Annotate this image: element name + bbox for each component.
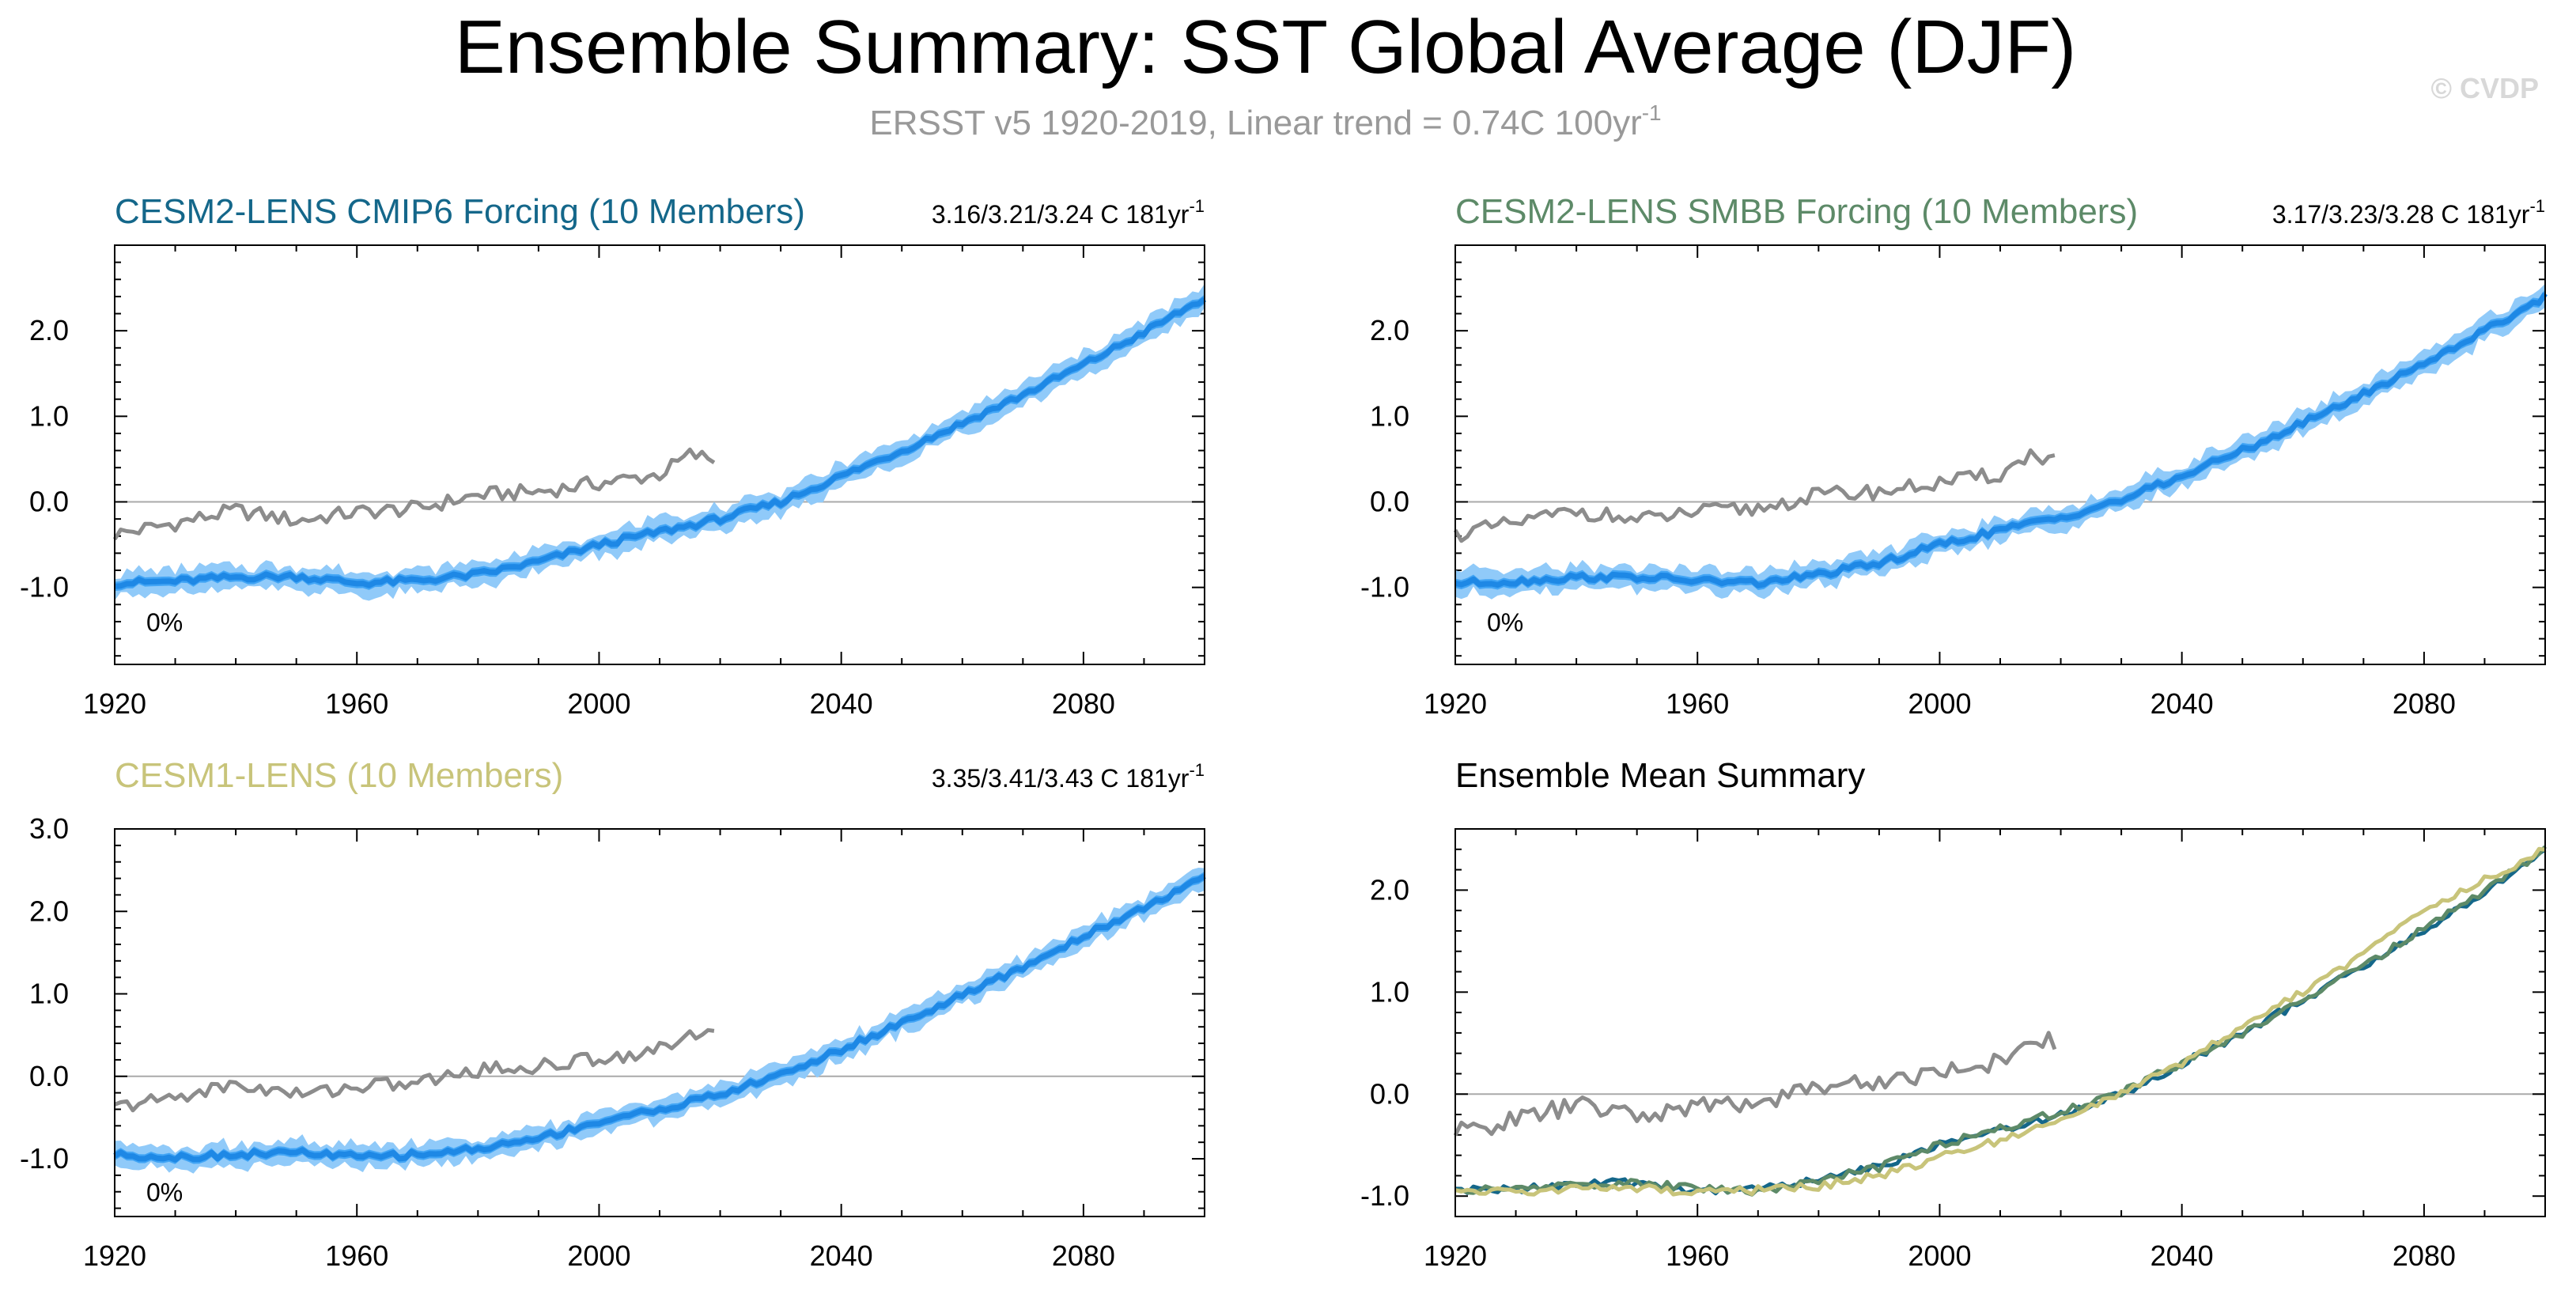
y-tick-label: 2.0 bbox=[29, 314, 69, 346]
y-tick-label: 0.0 bbox=[1370, 485, 1409, 517]
figure-subtitle-sup: -1 bbox=[1642, 100, 1662, 125]
percent-label: 0% bbox=[146, 1179, 183, 1207]
x-tick-label: 2000 bbox=[1908, 1239, 1971, 1272]
panel-title: CESM1-LENS (10 Members) bbox=[115, 756, 563, 795]
x-tick-label: 2040 bbox=[2150, 687, 2214, 720]
x-tick-label: 2000 bbox=[567, 687, 630, 720]
x-tick-label: 1920 bbox=[83, 687, 146, 720]
x-tick-label: 2040 bbox=[810, 1239, 873, 1272]
figure-title: Ensemble Summary: SST Global Average (DJ… bbox=[455, 5, 2077, 89]
y-tick-label: 0.0 bbox=[29, 485, 69, 517]
panel-trend-text: 3.17/3.23/3.28 C 181yr-1 bbox=[2272, 196, 2545, 229]
panel-title: CESM2-LENS SMBB Forcing (10 Members) bbox=[1455, 192, 2138, 231]
x-tick-label: 2000 bbox=[1908, 687, 1971, 720]
x-tick-label: 2080 bbox=[2393, 687, 2456, 720]
ensemble-range-band bbox=[115, 283, 1205, 601]
panel-trend-value: 3.16/3.21/3.24 C 181yr bbox=[932, 200, 1190, 229]
y-tick-label: 0.0 bbox=[29, 1060, 69, 1092]
x-tick-label: 1960 bbox=[325, 687, 388, 720]
x-tick-label: 1920 bbox=[83, 1239, 146, 1272]
series-line-observations bbox=[114, 1027, 715, 1113]
plot-frame bbox=[1454, 244, 2546, 665]
figure-subtitle-text: ERSST v5 1920-2019, Linear trend = 0.74C… bbox=[869, 104, 1641, 142]
figure-subtitle: ERSST v5 1920-2019, Linear trend = 0.74C… bbox=[869, 100, 1661, 142]
percent-label: 0% bbox=[146, 608, 183, 637]
y-tick-label: 1.0 bbox=[1370, 399, 1409, 432]
ensemble-range-band bbox=[1455, 283, 2545, 600]
x-tick-label: 2040 bbox=[2150, 1239, 2214, 1272]
chart-panel-4: Ensemble Mean Summary 1920 1960 2000 2040 208… bbox=[1360, 756, 2547, 1272]
y-tick-label: 2.0 bbox=[1370, 314, 1409, 346]
y-tick-label: 2.0 bbox=[1370, 873, 1409, 906]
percent-label: 0% bbox=[1487, 608, 1523, 637]
plot-frame bbox=[1454, 828, 2546, 1217]
panels-group: CESM2-LENS CMIP6 Forcing (10 Members) 3.1… bbox=[20, 192, 2548, 1272]
chart-panel-2: CESM2-LENS SMBB Forcing (10 Members) 3.17… bbox=[1360, 192, 2548, 720]
ensemble-range-band bbox=[115, 867, 1205, 1174]
x-tick-label: 2040 bbox=[810, 687, 873, 720]
x-tick-label: 2000 bbox=[567, 1239, 630, 1272]
plot-frame bbox=[114, 828, 1205, 1217]
x-tick-label: 1960 bbox=[1666, 687, 1729, 720]
series-line-ensemble-mean bbox=[114, 297, 1207, 589]
x-tick-label: 1960 bbox=[325, 1239, 388, 1272]
y-tick-label: 3.0 bbox=[29, 812, 69, 845]
panel-trend-value: 3.17/3.23/3.28 C 181yr bbox=[2272, 200, 2530, 229]
x-tick-label: 2080 bbox=[2393, 1239, 2456, 1272]
x-tick-label: 1960 bbox=[1666, 1239, 1729, 1272]
y-tick-label: 1.0 bbox=[1370, 975, 1409, 1008]
y-tick-label: 1.0 bbox=[29, 399, 69, 432]
panel-title: CESM2-LENS CMIP6 Forcing (10 Members) bbox=[115, 192, 805, 231]
y-tick-label: -1.0 bbox=[20, 571, 69, 604]
panel-trend-sup: -1 bbox=[1189, 196, 1205, 216]
x-tick-label: 2080 bbox=[1052, 1239, 1115, 1272]
panel-trend-value: 3.35/3.41/3.43 C 181yr bbox=[932, 764, 1190, 793]
series-line-observations bbox=[1453, 448, 2056, 543]
ensemble-iqr-band bbox=[115, 294, 1205, 592]
chart-panel-1: CESM2-LENS CMIP6 Forcing (10 Members) 3.1… bbox=[20, 192, 1207, 720]
series-line-cesm2-smbb bbox=[1454, 845, 2547, 1197]
panel-title: Ensemble Mean Summary bbox=[1455, 756, 1865, 795]
series-line-ensemble-mean bbox=[113, 873, 1206, 1163]
x-tick-label: 2080 bbox=[1052, 687, 1115, 720]
ensemble-iqr-band bbox=[115, 871, 1205, 1164]
ensemble-iqr-band bbox=[1455, 289, 2545, 591]
series-line-ensemble-mean bbox=[1454, 292, 2548, 588]
series-line-observations bbox=[112, 447, 716, 541]
panel-trend-sup: -1 bbox=[2529, 196, 2545, 216]
y-tick-label: -1.0 bbox=[1360, 1179, 1409, 1212]
plot-frame bbox=[114, 244, 1205, 665]
y-tick-label: -1.0 bbox=[1360, 571, 1409, 604]
series-line-cesm1 bbox=[1454, 846, 2546, 1197]
panel-trend-text: 3.16/3.21/3.24 C 181yr-1 bbox=[932, 196, 1205, 229]
panel-trend-text: 3.35/3.41/3.43 C 181yr-1 bbox=[932, 760, 1205, 793]
y-tick-label: 0.0 bbox=[1370, 1077, 1409, 1110]
x-tick-label: 1920 bbox=[1424, 1239, 1487, 1272]
y-tick-label: -1.0 bbox=[20, 1142, 69, 1175]
panel-trend-sup: -1 bbox=[1189, 760, 1205, 780]
y-tick-label: 2.0 bbox=[29, 895, 69, 927]
series-line-observations bbox=[1453, 1031, 2057, 1137]
chart-panel-3: CESM1-LENS (10 Members) 3.35/3.41/3.43 C … bbox=[20, 756, 1206, 1272]
x-tick-label: 1920 bbox=[1424, 687, 1487, 720]
watermark-text: © CVDP bbox=[2430, 72, 2539, 104]
y-tick-label: 1.0 bbox=[29, 978, 69, 1010]
